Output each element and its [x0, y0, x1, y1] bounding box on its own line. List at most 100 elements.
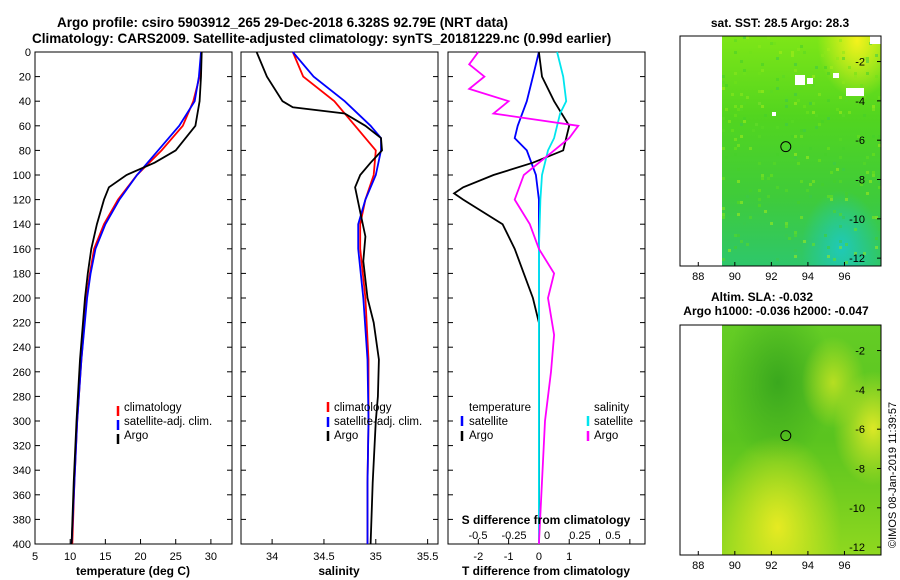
sst-pixel	[809, 147, 812, 150]
sst-pixel	[770, 90, 773, 93]
sst-pixel	[818, 123, 821, 126]
x-tick-label: 34	[266, 551, 278, 563]
sst-pixel	[734, 39, 737, 42]
sst-pixel	[872, 108, 875, 111]
sst-pixel	[869, 180, 872, 183]
sst-pixel	[875, 75, 878, 78]
map-y-tick-label: -4	[855, 96, 865, 108]
sst-pixel	[722, 75, 725, 78]
sst-pixel	[854, 228, 857, 231]
sst-pixel	[824, 153, 827, 156]
sst-pixel	[866, 72, 869, 75]
sst-pixel	[761, 105, 764, 108]
sst-pixel	[866, 192, 869, 195]
sst-pixel	[845, 195, 848, 198]
depth-tick-label: 140	[13, 219, 31, 231]
difference-xlabel: T difference from climatology	[462, 564, 630, 578]
sst-pixel	[797, 51, 800, 54]
x-tick-label: 10	[64, 551, 76, 563]
sst-pixel	[827, 246, 830, 249]
sst-pixel	[749, 189, 752, 192]
salinity-depth-ticks	[241, 51, 438, 545]
sst-pixel	[842, 81, 845, 84]
sst-pixel	[821, 183, 824, 186]
sst-pixel	[827, 72, 830, 75]
sst-pixel	[776, 87, 779, 90]
sst-map-panel: sat. SST: 28.5 Argo: 28.3 88 90 92 94 96 -2 -4…	[679, 16, 882, 283]
sst-pixel	[785, 105, 788, 108]
sst-pixel	[824, 66, 827, 69]
map-x-tick-label: 90	[729, 560, 741, 572]
sst-pixel	[785, 123, 788, 126]
cloud-gap	[772, 112, 776, 116]
sst-pixel	[794, 102, 797, 105]
x-tick-label: -2	[473, 551, 483, 563]
sst-pixel	[815, 114, 818, 117]
header-line-1: Argo profile: csiro 5903912_265 29-Dec-2…	[57, 15, 508, 30]
sst-pixel	[743, 117, 746, 120]
sst-pixel	[812, 84, 815, 87]
top-tick-label: 0.25	[569, 530, 590, 542]
sst-pixel	[848, 111, 851, 114]
sst-pixel	[794, 69, 797, 72]
sst-pixel	[806, 156, 809, 159]
sst-pixel	[809, 102, 812, 105]
sst-pixel	[767, 36, 770, 39]
sst-pixel	[800, 135, 803, 138]
sst-pixel	[758, 204, 761, 207]
sst-pixel	[794, 255, 797, 258]
series-line-satellite-adj-clim-	[292, 51, 382, 544]
top-tick-label: -0.5	[469, 530, 488, 542]
map-x-tick-label: 88	[692, 271, 704, 283]
sst-pixel	[791, 237, 794, 240]
sst-pixel	[722, 147, 725, 150]
series-line-argo	[70, 51, 203, 545]
sst-pixel	[842, 114, 845, 117]
sst-pixel	[830, 66, 833, 69]
sst-pixel	[803, 51, 806, 54]
cloud-gap	[807, 78, 813, 84]
depth-tick-label: 100	[13, 170, 31, 182]
sst-pixel	[758, 90, 761, 93]
sst-pixel	[734, 51, 737, 54]
sst-pixel	[839, 180, 842, 183]
sst-pixel	[803, 105, 806, 108]
difference-depth-ticks	[448, 51, 645, 545]
sst-pixel	[854, 72, 857, 75]
difference-x-axis: -2 -1 0 1	[473, 539, 631, 563]
sst-pixel	[746, 195, 749, 198]
map-y-tick-label: -12	[849, 542, 865, 554]
sst-pixel	[809, 195, 812, 198]
map-x-tick-label: 92	[765, 560, 777, 572]
difference-series	[452, 51, 580, 545]
map-y-tick-label: -2	[855, 346, 865, 358]
sst-pixel	[758, 45, 761, 48]
legend-label-temp-argo: Argo	[469, 430, 493, 442]
sst-pixel	[776, 126, 779, 129]
salinity-difference-ticks: -0.5 -0.25 0 0.25 0.5	[469, 530, 621, 542]
series-line-temperature-satellite	[513, 51, 540, 544]
sst-pixel	[731, 129, 734, 132]
sst-pixel	[827, 117, 830, 120]
sst-pixel	[803, 240, 806, 243]
sst-pixel	[842, 168, 845, 171]
top-tick-label: 0.5	[605, 530, 620, 542]
sst-pixel	[863, 252, 866, 255]
sst-pixel	[878, 186, 881, 189]
x-tick-label: 15	[99, 551, 111, 563]
sst-pixel	[728, 120, 731, 123]
map-y-tick-label: -6	[855, 135, 865, 147]
sst-pixel	[863, 162, 866, 165]
x-tick-label: 35	[370, 551, 382, 563]
sst-pixel	[746, 243, 749, 246]
temperature-x-axis: 5 10 15 20 25 30	[32, 539, 217, 563]
depth-tick-label: 320	[13, 441, 31, 453]
sst-pixel	[761, 90, 764, 93]
sst-pixel	[812, 243, 815, 246]
sla-argo-position-marker	[780, 430, 792, 442]
sst-pixel	[866, 156, 869, 159]
sst-pixel	[785, 234, 788, 237]
sst-pixel	[740, 93, 743, 96]
legend-label-sal-argo: Argo	[594, 430, 618, 442]
sst-pixel	[845, 261, 848, 264]
